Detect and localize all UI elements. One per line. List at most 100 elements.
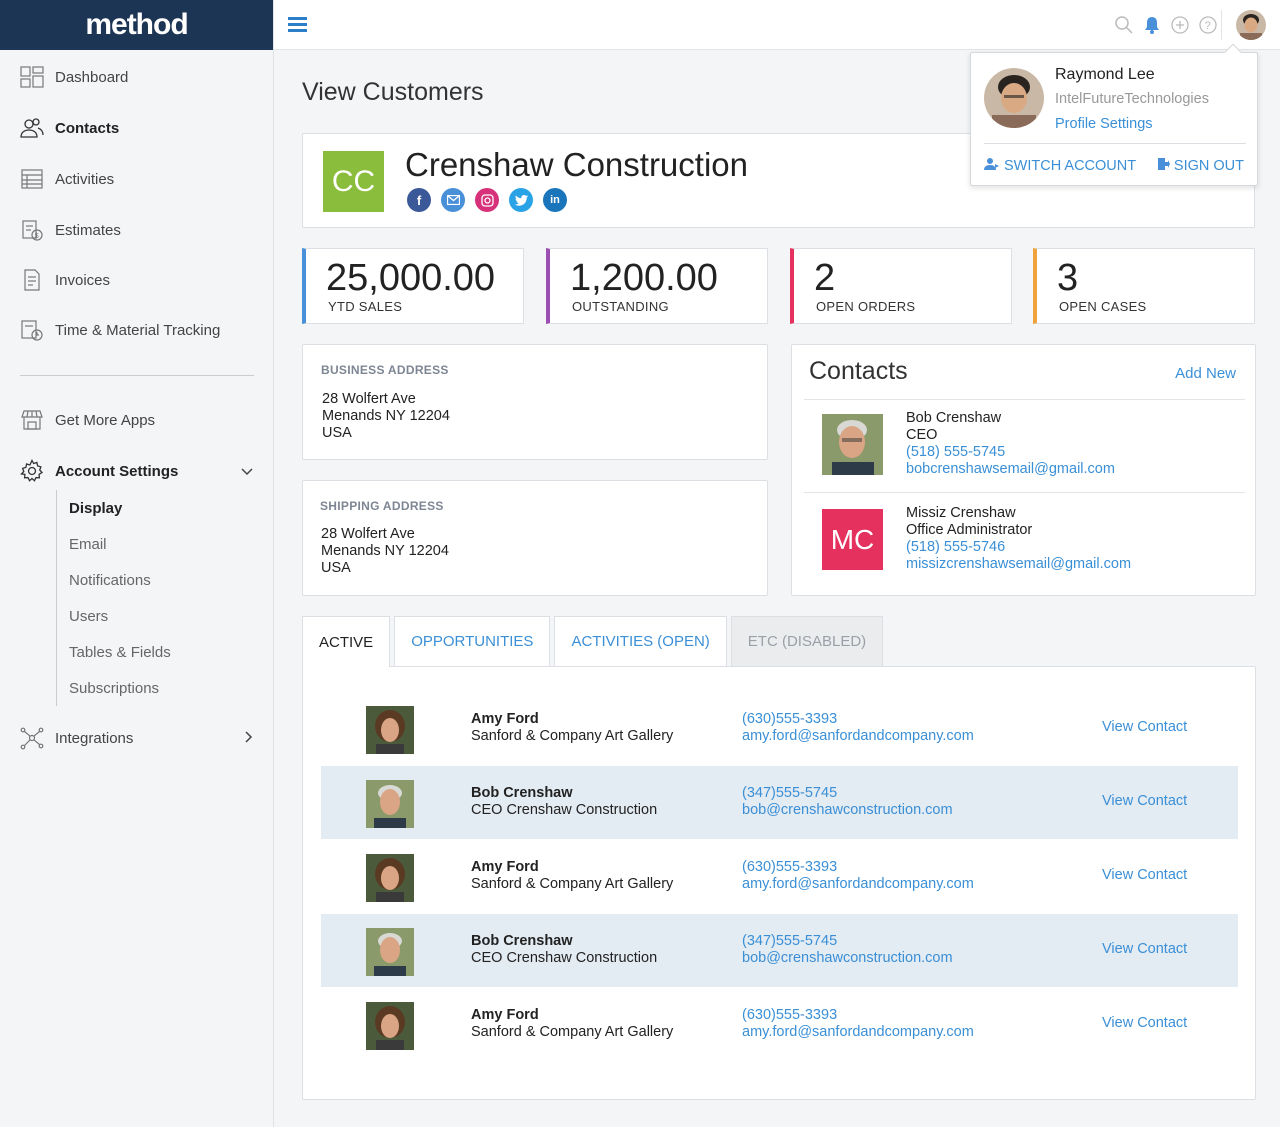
row-company: Sanford & Company Art Gallery	[471, 728, 674, 744]
store-icon	[19, 407, 45, 433]
sign-out-icon	[1157, 157, 1170, 175]
row-phone-link[interactable]: (630)555-3393	[742, 1007, 838, 1023]
row-name: Amy Ford	[471, 1007, 539, 1023]
sidebar-item-label: Invoices	[55, 271, 111, 289]
tab-active[interactable]: ACTIVE	[302, 616, 391, 667]
view-contact-link[interactable]: View Contact	[1102, 793, 1188, 809]
sidebar-item-contacts[interactable]: Contacts	[0, 108, 273, 148]
contact-email-link[interactable]: missizcrenshawsemail@gmail.com	[906, 556, 1132, 572]
tab-etc-disabled: ETC (DISABLED)	[730, 616, 884, 666]
contact-item: MC Missiz Crenshaw Office Administrator …	[822, 505, 1242, 572]
facebook-icon[interactable]: f	[407, 188, 431, 212]
sidebar-item-invoices[interactable]: Invoices	[0, 260, 273, 300]
contact-name: Missiz Crenshaw	[906, 505, 1016, 521]
switch-account-label: SWITCH ACCOUNT	[1004, 158, 1137, 174]
subnav-item-display[interactable]: Display	[69, 499, 123, 517]
twitter-icon[interactable]	[509, 188, 533, 212]
row-email-link[interactable]: bob@crenshawconstruction.com	[742, 802, 953, 818]
view-contact-link[interactable]: View Contact	[1102, 1015, 1188, 1031]
sidebar-item-dashboard[interactable]: Dashboard	[0, 57, 273, 97]
row-email-link[interactable]: amy.ford@sanfordandcompany.com	[742, 1024, 974, 1040]
sidebar-item-time-tracking[interactable]: Time & Material Tracking	[0, 310, 273, 350]
contact-role: CEO	[906, 427, 938, 443]
linkedin-icon[interactable]: in	[543, 188, 567, 212]
subnav-item-tables-fields[interactable]: Tables & Fields	[69, 643, 171, 661]
subnav-item-email[interactable]: Email	[69, 535, 107, 553]
add-new-contact-link[interactable]: Add New	[1175, 365, 1236, 382]
search-icon[interactable]	[1114, 15, 1134, 38]
contact-phone-link[interactable]: (518) 555-5745	[906, 444, 1006, 460]
divider	[984, 143, 1246, 144]
contact-email-link[interactable]: bobcrenshawsemail@gmail.com	[906, 461, 1115, 477]
chevron-right-icon[interactable]	[245, 730, 253, 746]
subnav-item-subscriptions[interactable]: Subscriptions	[69, 679, 160, 697]
row-phone-link[interactable]: (347)555-5745	[742, 785, 838, 801]
chevron-down-icon[interactable]	[241, 463, 253, 479]
stat-value: 2	[814, 257, 836, 299]
view-contact-link[interactable]: View Contact	[1102, 719, 1188, 735]
sidebar-item-label: Integrations	[55, 729, 134, 747]
sidebar-item-get-more-apps[interactable]: Get More Apps	[0, 400, 273, 440]
sidebar-item-label: Account Settings	[55, 462, 179, 480]
tab-opportunities[interactable]: OPPORTUNITIES	[394, 616, 551, 666]
sidebar-item-estimates[interactable]: $ Estimates	[0, 210, 273, 250]
tab-activities-open[interactable]: ACTIVITIES (OPEN)	[554, 616, 727, 666]
business-address-card: BUSINESS ADDRESS 28 Wolfert Ave Menands …	[302, 344, 768, 460]
contact-phone-link[interactable]: (518) 555-5746	[906, 539, 1006, 555]
instagram-icon[interactable]	[475, 188, 499, 212]
row-email-link[interactable]: bob@crenshawconstruction.com	[742, 950, 953, 966]
stat-label: OPEN ORDERS	[816, 299, 916, 314]
switch-account-button[interactable]: SWITCH ACCOUNT	[984, 157, 1136, 175]
row-phone-link[interactable]: (347)555-5745	[742, 933, 838, 949]
sidebar-item-integrations[interactable]: Integrations	[0, 718, 273, 758]
top-bar: ?	[274, 0, 1280, 50]
table-row: Bob Crenshaw CEO Crenshaw Construction (3…	[321, 914, 1238, 987]
email-icon[interactable]	[441, 188, 465, 212]
stat-value: 25,000.00	[326, 257, 496, 299]
row-name: Amy Ford	[471, 859, 539, 875]
user-avatar[interactable]	[1236, 10, 1266, 40]
switch-account-icon	[984, 157, 1000, 175]
stat-label: OPEN CASES	[1059, 299, 1147, 314]
address-line2: Menands NY 12204	[321, 543, 449, 559]
contacts-table: Amy Ford Sanford & Company Art Gallery (6…	[302, 666, 1256, 1100]
row-email-link[interactable]: amy.ford@sanfordandcompany.com	[742, 876, 974, 892]
add-icon[interactable]	[1170, 15, 1190, 38]
time-tracking-icon	[19, 317, 45, 343]
app-logo[interactable]: method	[0, 0, 273, 50]
subnav-item-notifications[interactable]: Notifications	[69, 571, 151, 589]
user-menu-org: IntelFutureTechnologies	[1055, 91, 1209, 107]
sidebar-item-label: Activities	[55, 170, 115, 188]
user-menu-avatar	[984, 68, 1044, 128]
view-contact-link[interactable]: View Contact	[1102, 941, 1188, 957]
row-phone-link[interactable]: (630)555-3393	[742, 711, 838, 727]
activities-icon	[19, 166, 45, 192]
row-company: Sanford & Company Art Gallery	[471, 1024, 674, 1040]
bell-icon[interactable]	[1142, 15, 1162, 38]
sidebar-item-label: Dashboard	[55, 68, 129, 86]
sidebar-item-activities[interactable]: Activities	[0, 159, 273, 199]
tab-bar: ACTIVE OPPORTUNITIES ACTIVITIES (OPEN) E…	[302, 616, 887, 667]
svg-text:?: ?	[1205, 20, 1211, 32]
dashboard-icon	[19, 64, 45, 90]
social-links: f in	[407, 188, 567, 212]
row-phone-link[interactable]: (630)555-3393	[742, 859, 838, 875]
row-photo	[366, 1002, 414, 1050]
row-email-link[interactable]: amy.ford@sanfordandcompany.com	[742, 728, 974, 744]
address-heading: BUSINESS ADDRESS	[321, 363, 449, 377]
address-line3: USA	[321, 560, 351, 576]
profile-settings-link[interactable]: Profile Settings	[1055, 116, 1153, 132]
address-line1: 28 Wolfert Ave	[322, 391, 416, 407]
svg-text:$: $	[35, 233, 39, 240]
help-icon[interactable]: ?	[1198, 15, 1218, 38]
sign-out-button[interactable]: SIGN OUT	[1157, 157, 1244, 175]
subnav-item-users[interactable]: Users	[69, 607, 109, 625]
hamburger-menu-icon[interactable]	[288, 16, 307, 36]
row-company: CEO Crenshaw Construction	[471, 950, 658, 966]
row-photo	[366, 780, 414, 828]
customer-logo: CC	[323, 151, 384, 212]
stat-open-orders: 2 OPEN ORDERS	[790, 248, 1012, 324]
divider	[804, 492, 1245, 493]
view-contact-link[interactable]: View Contact	[1102, 867, 1188, 883]
sidebar-item-account-settings[interactable]: Account Settings	[0, 451, 273, 491]
